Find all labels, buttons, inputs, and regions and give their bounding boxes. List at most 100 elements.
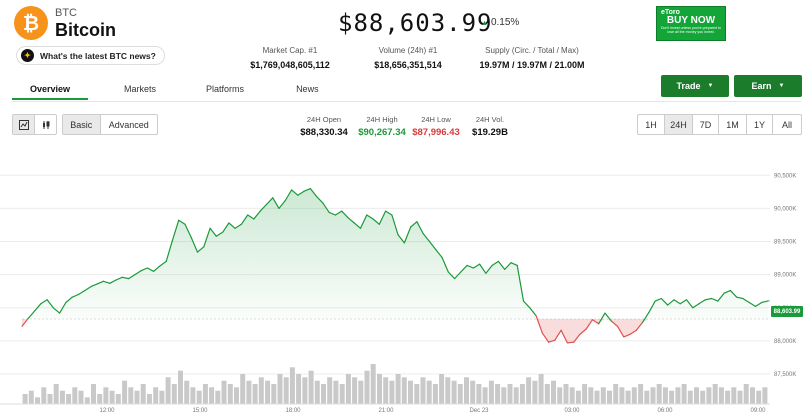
price-line-segment (717, 292, 725, 302)
volume-bar (258, 377, 264, 404)
tab-news[interactable]: News (296, 84, 319, 94)
price-line-segment (21, 317, 29, 327)
stat-label: Volume (24h) #1 (378, 46, 438, 55)
ohlc-label: 24H Low (421, 115, 451, 124)
range-button-1y[interactable]: 1Y (746, 115, 772, 134)
trade-label: Trade (676, 81, 701, 91)
volume-bar (308, 370, 314, 404)
etoro-ad-banner[interactable]: eToro BUY NOW Don't invest unless you're… (656, 6, 726, 41)
price-line-segment (604, 312, 612, 322)
volume-bar (178, 370, 183, 404)
range-button-24h[interactable]: 24H (664, 115, 692, 134)
price-chart[interactable]: 90,500K90,000K89,500K89,000K88,500K88,00… (0, 142, 810, 418)
volume-bar (501, 387, 507, 404)
supply-stat: Supply (Circ. / Total / Max) 19.97M / 19… (470, 46, 594, 70)
volume-bar (519, 384, 525, 404)
volume-bar (675, 387, 681, 404)
area-below-baseline (22, 319, 768, 343)
range-button-7d[interactable]: 7D (692, 115, 718, 134)
price-line-segment (497, 260, 506, 271)
volume-bar (470, 380, 476, 404)
volume-bar (694, 387, 699, 404)
price-line-segment (115, 276, 123, 281)
volume-bar (321, 384, 326, 404)
advanced-view-button[interactable]: Advanced (99, 115, 157, 134)
x-tick-label: Dec 23 (469, 408, 489, 414)
ohlc-value: $88,330.34 (300, 127, 348, 138)
range-button-1m[interactable]: 1M (718, 115, 746, 134)
volume-bar (476, 384, 482, 404)
basic-view-button[interactable]: Basic (63, 115, 100, 134)
price-line-segment (52, 307, 61, 314)
price-line-segment (660, 297, 669, 306)
ohlc-label: 24H Open (306, 115, 342, 124)
price-chart-svg: 90,500K90,000K89,500K89,000K88,500K88,00… (0, 173, 796, 414)
volume-bar (464, 377, 469, 404)
price-line-segment (729, 290, 738, 298)
tab-platforms[interactable]: Platforms (206, 84, 245, 94)
latest-news-label: What's the latest BTC news? (40, 50, 156, 61)
volume-bar (631, 387, 637, 404)
price-line-segment (641, 311, 650, 323)
volume-bar (72, 387, 78, 404)
price-line-segment (754, 301, 763, 307)
volume-bar (296, 374, 302, 404)
price-line-segment (522, 300, 531, 309)
price-line-segment (178, 219, 186, 225)
tab-markets[interactable]: Markets (124, 84, 157, 94)
range-button-1h[interactable]: 1H (645, 119, 657, 130)
volume-bar (575, 390, 581, 404)
price-line-segment (610, 320, 619, 327)
price-line-segment (616, 325, 625, 338)
price-line-segment (71, 293, 80, 298)
tabs-divider (12, 101, 801, 102)
volume-bar (345, 374, 351, 404)
stat-value: 19.97M / 19.97M / 21.00M (479, 60, 585, 70)
volume-bar (41, 387, 47, 404)
price-line-segment (46, 299, 54, 309)
latest-news-button[interactable]: ✦ What's the latest BTC news? (16, 46, 165, 65)
volume-bar (563, 384, 569, 404)
volume-bar (283, 377, 289, 404)
trade-button[interactable]: Trade ▼ (661, 75, 729, 97)
volume-bar (725, 390, 731, 404)
price-line-segment (259, 203, 268, 212)
price-line-segment (710, 297, 719, 302)
price-line-segment (96, 280, 105, 285)
volume-bar (762, 387, 768, 404)
range-button-all[interactable]: All (772, 115, 801, 134)
price-line-segment (547, 339, 556, 343)
volume-bar (122, 380, 128, 404)
price-line-segment (84, 286, 92, 292)
volume-bar (395, 374, 401, 404)
volume-bar (594, 390, 600, 404)
price-line-segment (328, 211, 336, 216)
volume-24h-stat: 24H Vol. $19.29B (462, 115, 518, 138)
chart-type-toggle (12, 114, 57, 135)
price-line-segment (240, 214, 249, 225)
tab-overview[interactable]: Overview (12, 78, 89, 100)
volume-bar (743, 384, 749, 404)
volume-bar (339, 384, 345, 404)
price-line-segment (704, 297, 713, 301)
volume-bar (184, 380, 190, 404)
price-line-segment (454, 271, 462, 280)
price-change: ▲ 0.15% (481, 17, 519, 28)
price-line-segment (40, 299, 48, 305)
volume-bar (706, 387, 712, 404)
x-tick-label: 18:00 (285, 408, 301, 414)
volume-bar (134, 390, 140, 404)
price-line-segment (215, 231, 224, 237)
line-chart-button[interactable] (13, 115, 35, 134)
volume-bar (221, 380, 227, 404)
price-line-segment (566, 341, 575, 344)
price-line-segment (159, 260, 167, 267)
earn-button[interactable]: Earn ▼ (734, 75, 802, 97)
price-line-segment (692, 303, 700, 309)
price-line-segment (629, 329, 638, 335)
price-line-segment (121, 276, 130, 280)
candlestick-chart-button[interactable] (34, 115, 56, 134)
chevron-down-icon: ▼ (707, 83, 714, 89)
stat-value: $18,656,351,514 (374, 60, 442, 70)
price-line-segment (698, 299, 706, 305)
